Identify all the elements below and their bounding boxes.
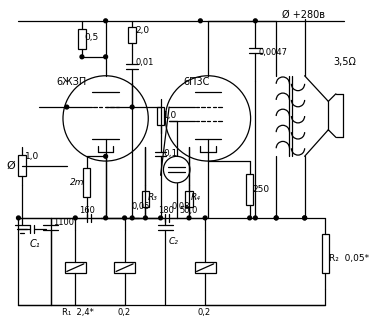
- Circle shape: [65, 105, 69, 109]
- Text: Ø +280в: Ø +280в: [282, 10, 325, 20]
- Bar: [114, 262, 135, 273]
- Text: 3,5Ω: 3,5Ω: [333, 57, 356, 67]
- Circle shape: [104, 216, 108, 220]
- Text: R₃: R₃: [147, 193, 157, 202]
- Circle shape: [248, 216, 252, 220]
- Circle shape: [130, 105, 134, 109]
- Text: 2m: 2m: [70, 178, 85, 187]
- Text: 0,08: 0,08: [172, 202, 190, 211]
- Circle shape: [130, 216, 134, 220]
- Bar: [65, 262, 86, 273]
- Text: 0,2: 0,2: [117, 308, 130, 317]
- Bar: [142, 191, 149, 207]
- Circle shape: [203, 216, 207, 220]
- Circle shape: [254, 216, 257, 220]
- Text: 1,0: 1,0: [25, 152, 39, 161]
- Text: Ø: Ø: [6, 161, 15, 171]
- Bar: [185, 191, 193, 207]
- Bar: [322, 234, 329, 273]
- Circle shape: [274, 216, 278, 220]
- Circle shape: [159, 216, 162, 220]
- Text: 1,0: 1,0: [164, 111, 178, 120]
- Text: R₄: R₄: [191, 193, 201, 202]
- Circle shape: [144, 216, 147, 220]
- Circle shape: [16, 216, 20, 220]
- Circle shape: [80, 55, 84, 59]
- Circle shape: [274, 216, 278, 220]
- Bar: [128, 27, 136, 43]
- Bar: [157, 107, 164, 125]
- Bar: [18, 155, 26, 176]
- Text: R₂  0,05*: R₂ 0,05*: [329, 254, 369, 263]
- Text: 250: 250: [252, 185, 270, 194]
- Circle shape: [198, 19, 202, 23]
- Circle shape: [74, 216, 77, 220]
- Text: 160: 160: [79, 206, 95, 215]
- Text: R₁  2,4*: R₁ 2,4*: [62, 308, 94, 317]
- Circle shape: [104, 19, 108, 23]
- Text: C₁: C₁: [30, 239, 40, 250]
- Text: 1100: 1100: [54, 218, 75, 227]
- Text: 50,0: 50,0: [180, 206, 198, 215]
- Circle shape: [254, 19, 257, 23]
- Circle shape: [187, 216, 191, 220]
- Circle shape: [104, 55, 108, 59]
- Text: 6ЖЗП: 6ЖЗП: [56, 77, 87, 87]
- Text: 6П3С: 6П3С: [183, 77, 210, 87]
- Bar: [246, 174, 254, 205]
- Text: 2,0: 2,0: [135, 26, 149, 35]
- Text: 0,2: 0,2: [198, 308, 211, 317]
- Bar: [195, 262, 216, 273]
- Text: C₂: C₂: [168, 237, 178, 246]
- Text: 0,0047: 0,0047: [258, 48, 287, 57]
- Circle shape: [123, 216, 126, 220]
- Text: 0,1: 0,1: [164, 149, 178, 158]
- Circle shape: [303, 216, 306, 220]
- Circle shape: [104, 155, 108, 158]
- Text: 180: 180: [158, 206, 174, 215]
- Bar: [78, 29, 86, 49]
- Text: 0,01: 0,01: [135, 58, 153, 67]
- Bar: [83, 168, 90, 197]
- Text: 0,05: 0,05: [131, 202, 150, 211]
- Text: 0,5: 0,5: [85, 33, 99, 42]
- Circle shape: [303, 216, 306, 220]
